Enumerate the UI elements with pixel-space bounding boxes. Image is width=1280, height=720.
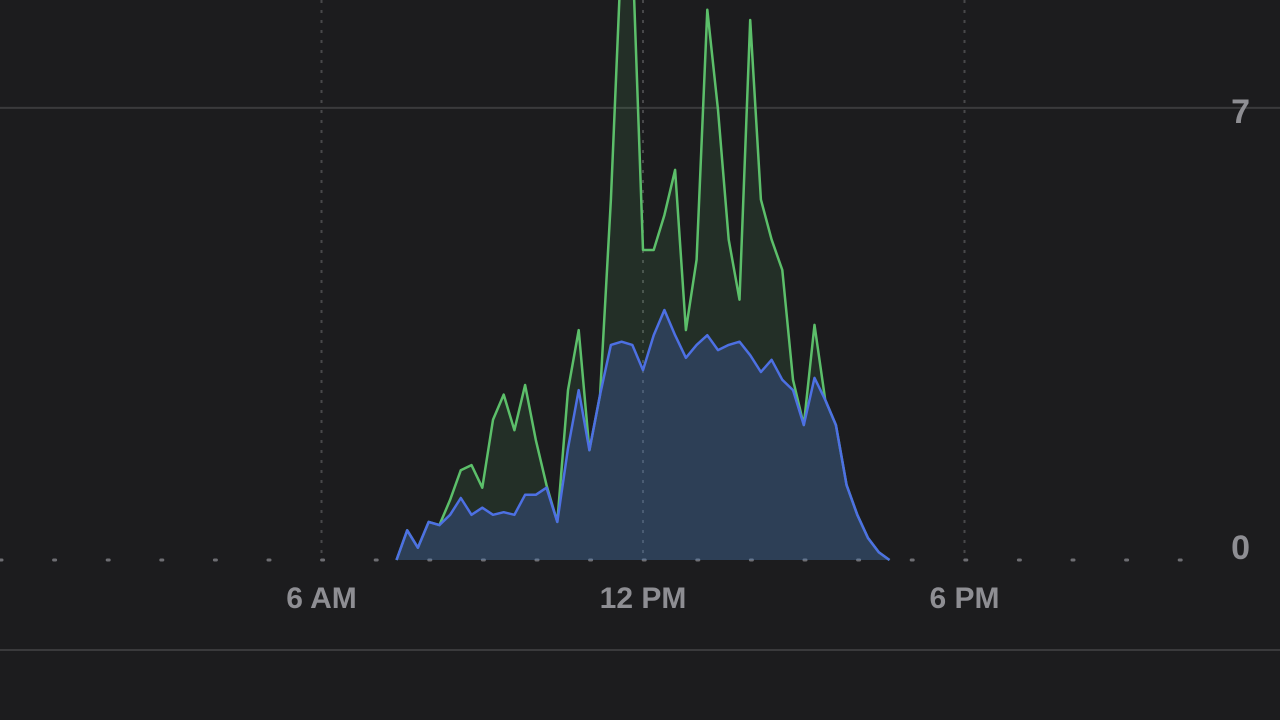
x-tick-label: 6 PM [929,582,999,615]
series-line [395,308,891,561]
series-line [395,0,891,561]
y-tick-label: 0 [1231,529,1250,567]
x-tick-label: 12 PM [600,582,687,615]
plot-area [395,0,891,561]
series-area [396,310,890,560]
series-area [396,0,890,560]
y-tick-label: 7 [1231,93,1250,131]
x-tick-label: 6 AM [286,582,357,615]
